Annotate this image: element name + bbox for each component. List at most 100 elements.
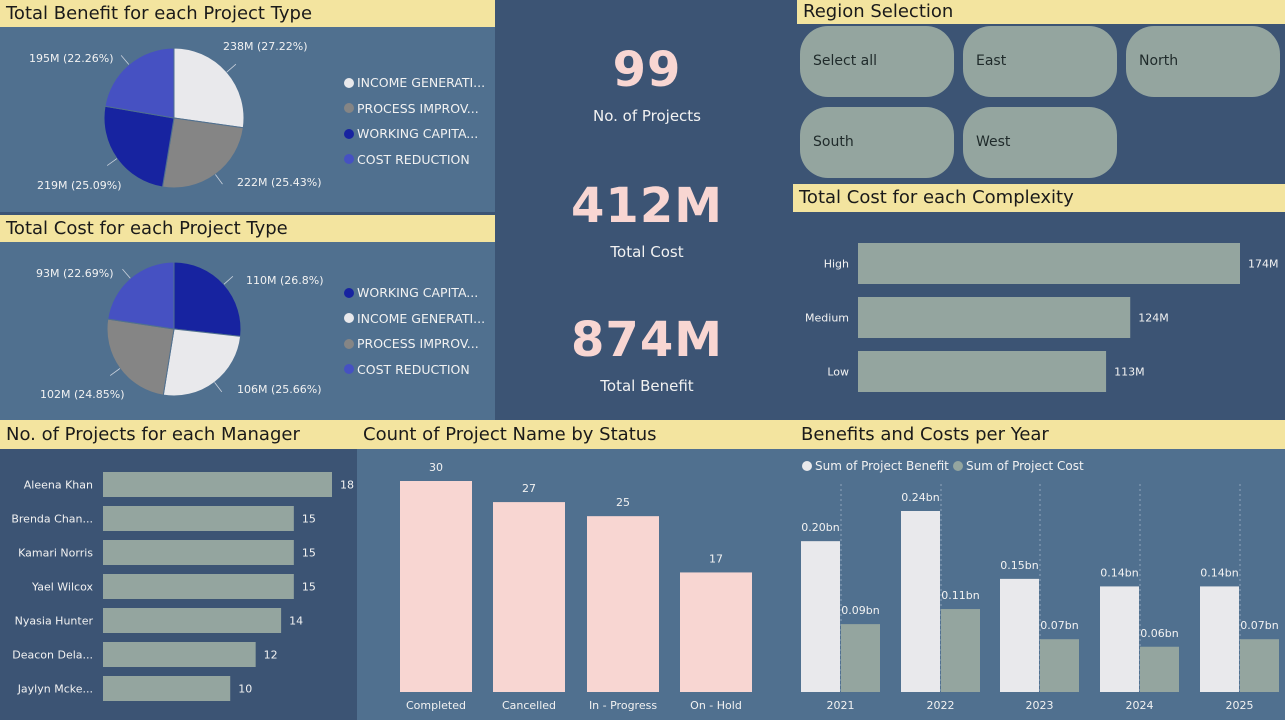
kpi-cost-caption: Total Cost — [610, 243, 684, 261]
region-slicer-title: Region Selection — [797, 0, 1285, 24]
pie-slice — [161, 117, 244, 189]
yearly-legend-label: Sum of Project Cost — [966, 459, 1084, 473]
legend-item[interactable]: INCOME GENERATI... — [344, 70, 485, 96]
yearly-year-label: 2025 — [1226, 699, 1254, 712]
status-bar — [493, 502, 565, 692]
pie-leader-line — [120, 55, 130, 65]
pie-slice — [107, 261, 175, 330]
yearly-bar — [1000, 578, 1039, 692]
pie-leader-line — [215, 174, 223, 185]
status-bar — [680, 572, 752, 692]
pie-slice — [104, 47, 175, 119]
manager-bar — [103, 574, 294, 599]
complexity-bar — [858, 243, 1240, 284]
complexity-title: Total Cost for each Complexity — [793, 184, 1285, 212]
status-bar — [587, 516, 659, 692]
yearly-year-label: 2022 — [927, 699, 955, 712]
pie-leader-line — [122, 268, 131, 279]
manager-value-label: 12 — [264, 649, 278, 662]
legend-dot — [344, 103, 354, 114]
status-category-label: In - Progress — [589, 699, 657, 712]
region-option-north[interactable]: North — [1126, 26, 1280, 97]
legend-dot — [344, 338, 354, 349]
manager-name-label: Aleena Khan — [24, 479, 93, 492]
manager-name-label: Brenda Chan... — [11, 513, 93, 526]
region-option-select-all[interactable]: Select all — [800, 26, 954, 97]
benefit-pie-label-cost-reduction: 195M (22.26%) — [29, 52, 114, 65]
legend-item[interactable]: PROCESS IMPROV... — [344, 96, 485, 122]
legend-label: INCOME GENERATI... — [357, 75, 486, 91]
pie-leader-line — [106, 158, 118, 166]
yearly-bar — [1040, 639, 1079, 692]
benefit-pie-legend: INCOME GENERATI... PROCESS IMPROV... WOR… — [344, 70, 485, 172]
pie-leader-line — [109, 368, 121, 376]
status-value-label: 27 — [522, 482, 536, 495]
cost-pie-panel: Total Cost for each Project Type 110M (2… — [0, 215, 495, 420]
status-value-label: 30 — [429, 461, 443, 474]
legend-label: PROCESS IMPROV... — [357, 100, 479, 116]
cost-pie-label-cost-reduction: 93M (22.69%) — [36, 267, 114, 280]
legend-label: WORKING CAPITA... — [357, 285, 479, 301]
pie-leader-line — [226, 63, 237, 73]
yearly-bar — [1100, 586, 1139, 692]
complexity-bar — [858, 351, 1107, 392]
legend-dot — [344, 154, 354, 165]
managers-chart: Aleena Khan 18 Brenda Chan... 15 Kamari Norr… — [11, 472, 354, 701]
manager-bar — [103, 642, 256, 667]
region-option-south[interactable]: South — [800, 107, 954, 178]
yearly-value-label: 0.07bn — [1240, 619, 1278, 632]
manager-name-label: Jaylyn Mcke... — [17, 683, 93, 696]
benefit-pie-label-income: 238M (27.22%) — [223, 40, 308, 53]
kpi-projects-caption: No. of Projects — [592, 107, 702, 125]
complexity-chart: High 174M Medium 124M Low 113M — [805, 243, 1279, 392]
benefit-pie-chart — [103, 47, 245, 189]
yearly-value-label: 0.24bn — [901, 491, 939, 504]
manager-name-label: Deacon Dela... — [12, 649, 93, 662]
cost-pie-legend: WORKING CAPITA... INCOME GENERATI... PRO… — [344, 280, 485, 382]
region-slicer: Region Selection Select all East North S… — [797, 0, 1285, 182]
legend-item[interactable]: COST REDUCTION — [344, 147, 485, 173]
legend-label: PROCESS IMPROV... — [357, 336, 479, 352]
legend-label: COST REDUCTION — [357, 361, 470, 377]
kpi-benefit-value: 874M — [571, 312, 723, 368]
yearly-bar — [941, 609, 980, 692]
complexity-value-label: 124M — [1138, 312, 1169, 325]
status-value-label: 25 — [616, 496, 630, 509]
legend-item[interactable]: PROCESS IMPROV... — [344, 331, 485, 357]
cost-pie-title: Total Cost for each Project Type — [0, 215, 495, 242]
managers-title: No. of Projects for each Manager — [0, 420, 357, 449]
manager-bar — [103, 540, 294, 565]
benefit-pie-panel: Total Benefit for each Project Type 238M… — [0, 0, 495, 212]
yearly-value-label: 0.09bn — [841, 604, 879, 617]
yearly-bar — [901, 511, 940, 692]
pie-slice — [173, 261, 242, 337]
pie-slice — [162, 328, 242, 397]
legend-item[interactable]: INCOME GENERATI... — [344, 306, 485, 332]
complexity-category-label: Low — [827, 366, 849, 379]
manager-value-label: 10 — [238, 683, 252, 696]
yearly-value-label: 0.14bn — [1200, 566, 1238, 579]
legend-item[interactable]: WORKING CAPITA... — [344, 121, 485, 147]
complexity-category-label: High — [824, 258, 849, 271]
legend-item[interactable]: WORKING CAPITA... — [344, 280, 485, 306]
region-option-east[interactable]: East — [963, 26, 1117, 97]
yearly-bar — [1140, 646, 1179, 692]
region-option-west[interactable]: West — [963, 107, 1117, 178]
status-title: Count of Project Name by Status — [357, 420, 795, 449]
legend-label: COST REDUCTION — [357, 151, 470, 167]
benefit-pie-title: Total Benefit for each Project Type — [0, 0, 495, 27]
status-bar — [400, 481, 472, 692]
pie-slice — [103, 105, 175, 188]
managers-panel: No. of Projects for each Manager Aleena … — [0, 420, 357, 720]
manager-bar — [103, 506, 294, 531]
yearly-value-label: 0.20bn — [801, 521, 839, 534]
legend-dot — [344, 128, 354, 139]
manager-bar — [103, 608, 282, 633]
manager-value-label: 15 — [302, 547, 316, 560]
pie-leader-line — [223, 276, 234, 285]
status-category-label: On - Hold — [690, 699, 742, 712]
cost-pie-label-income: 106M (25.66%) — [237, 383, 322, 396]
cost-pie-label-process: 102M (24.85%) — [40, 388, 125, 401]
legend-item[interactable]: COST REDUCTION — [344, 357, 485, 383]
yearly-panel: Benefits and Costs per Year Sum of Proje… — [795, 420, 1285, 720]
